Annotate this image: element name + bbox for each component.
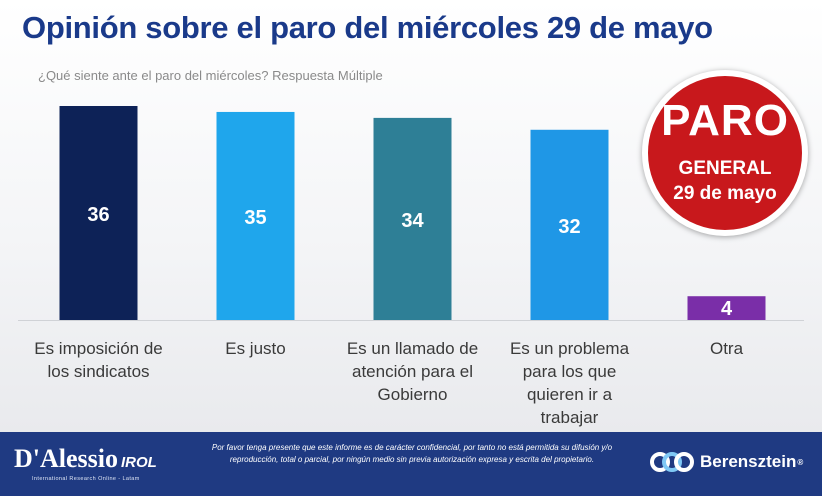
confidentiality-disclaimer: Por favor tenga presente que este inform… [211,443,613,464]
category-label-4-line-2: para los que [523,362,617,381]
category-label-5: Otra [710,339,744,358]
registered-mark: ® [797,457,804,467]
category-label-1-line-2: los sindicatos [47,362,149,381]
bar-value-label-1: 36 [87,204,109,226]
category-label-4: Es un problema para los que quieren ir a tr… [510,339,630,427]
footer-bar: D'Alessio IROL International Research Onl… [0,432,822,496]
category-label-3: Es un llamado de atención para el Gobierno [347,339,478,404]
category-label-4-line-4: trabajar [541,408,599,427]
category-label-1-line-1: Es imposición de [34,339,163,358]
category-label-4-line-3: quieren ir a [527,385,613,404]
badge-line-1: PARO [661,96,789,145]
badge-line-2: GENERAL [678,158,772,179]
badge-line-3: 29 de mayo [673,183,777,204]
category-label-3-line-2: atención para el [352,362,473,381]
berensztein-logo: Berensztein ® [650,449,803,475]
bar-1 [59,106,138,320]
dalessio-logo-text: D'Alessio [14,444,118,473]
irol-logo-text: IROL [121,454,157,471]
bar-3 [373,117,452,320]
bar-4 [530,129,609,320]
bar-value-label-4: 32 [558,216,580,238]
category-label-4-line-1: Es un problema [510,339,630,358]
bar-value-label-2: 35 [244,207,266,229]
dalessio-logo-subtitle: International Research Online - Latam [32,476,140,482]
bar-value-label-5: 4 [721,298,733,320]
category-label-2: Es justo [225,339,285,358]
category-label-2-line-1: Es justo [225,339,285,358]
dalessio-logo: D'Alessio IROL [14,444,157,474]
category-label-3-line-1: Es un llamado de [347,339,478,358]
berensztein-mark-icon [650,452,694,472]
page-title: Opinión sobre el paro del miércoles 29 d… [22,10,713,45]
category-label-1: Es imposición de los sindicatos [34,339,163,381]
category-label-5-line-1: Otra [710,339,744,358]
chart-subtitle: ¿Qué siente ante el paro del miércoles? … [38,68,383,83]
bar-5 [687,296,766,320]
category-label-3-line-3: Gobierno [378,385,448,404]
paro-general-badge: PARO GENERAL 29 de mayo [642,70,808,236]
berensztein-logo-text: Berensztein [700,452,797,471]
bar-value-label-3: 34 [401,210,424,232]
bar-chart: 36 Es imposición de los sindicatos 35 Es jus… [18,106,804,427]
bar-2 [216,111,295,320]
